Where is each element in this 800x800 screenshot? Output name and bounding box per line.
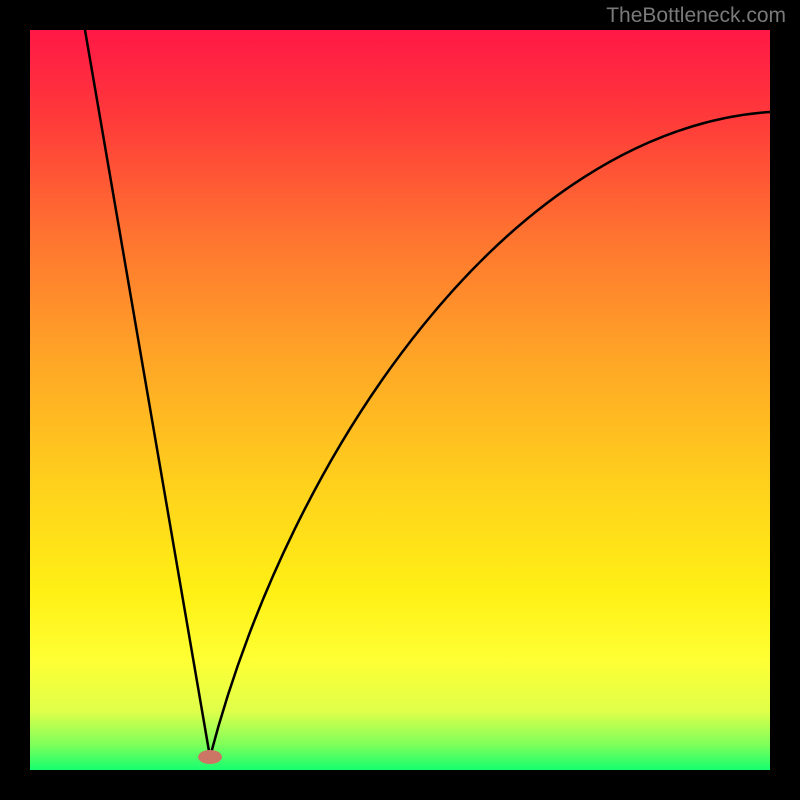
- chart-svg: [30, 30, 770, 770]
- bottleneck-chart: [30, 30, 770, 770]
- optimal-point-marker: [198, 750, 222, 764]
- watermark-text: TheBottleneck.com: [606, 4, 786, 28]
- chart-background: [30, 30, 770, 770]
